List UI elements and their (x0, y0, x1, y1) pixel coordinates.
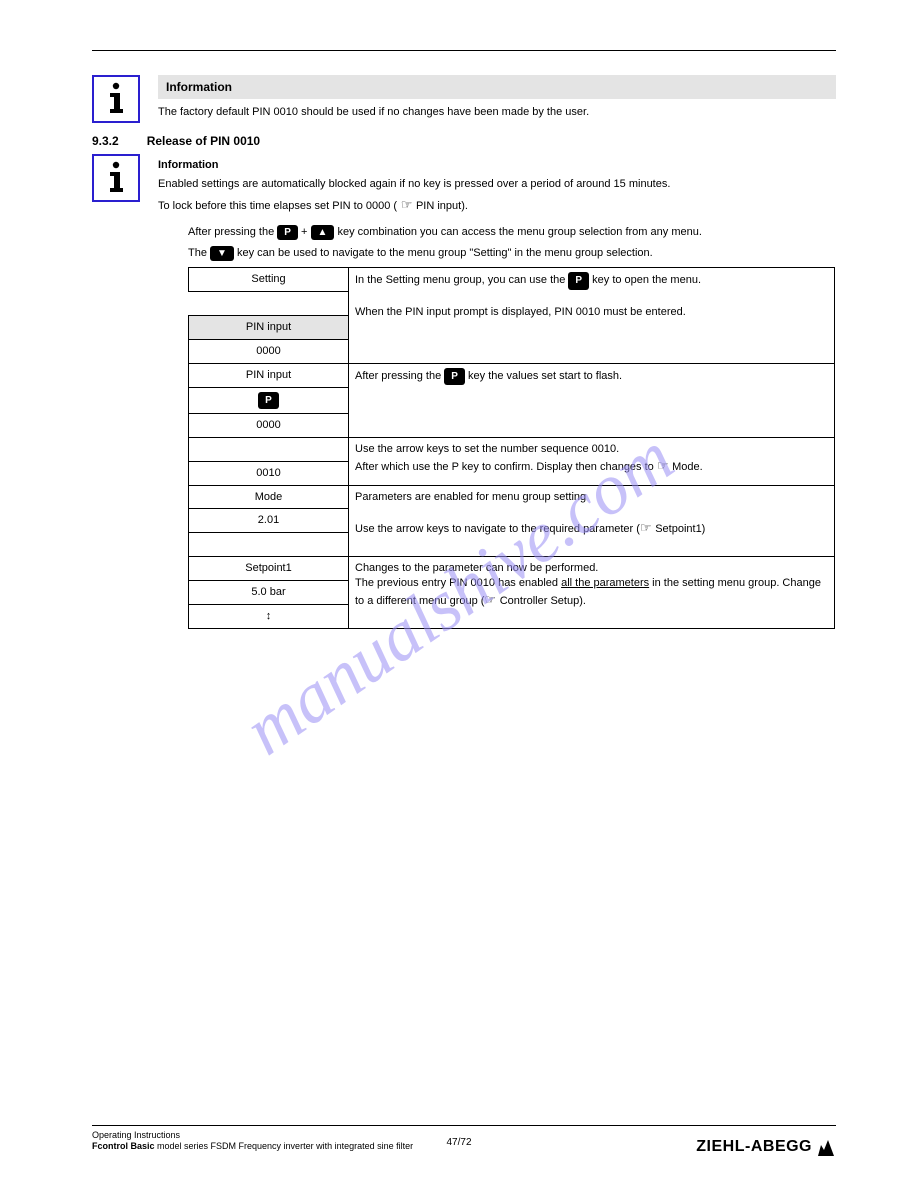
key-p: P (444, 368, 465, 386)
table-row: PIN input After pressing the P key the v… (189, 363, 835, 387)
cell-left: 0010 (189, 461, 349, 485)
cell-left: ↕ (189, 604, 349, 628)
cell-left: PIN input (189, 363, 349, 387)
page-content: Information The factory default PIN 0010… (92, 50, 836, 629)
info-text: The factory default PIN 0010 should be u… (158, 105, 836, 120)
key-p: P (277, 225, 298, 240)
key-p: P (568, 272, 589, 290)
cell-left-shaded: PIN input (189, 316, 349, 340)
info-text-2: To lock before this time elapses set PIN… (158, 196, 836, 214)
table-row: Mode Parameters are enabled for menu gro… (189, 485, 835, 509)
key-up: ▲ (311, 225, 335, 240)
table-row: Use the arrow keys to set the number seq… (189, 437, 835, 461)
cell-left: Setting (189, 268, 349, 292)
info-icon (92, 154, 140, 202)
cell-right: Changes to the parameter can now be perf… (349, 557, 835, 629)
steps-block: After pressing the P + ▲ key combination… (188, 225, 836, 628)
top-rule (92, 50, 836, 51)
cell-right: Use the arrow keys to set the number seq… (349, 437, 835, 485)
cell-left: 2.01 (189, 509, 349, 533)
table-row: Setpoint1 Changes to the parameter can n… (189, 557, 835, 581)
section-heading: 9.3.2 Release of PIN 0010 (92, 134, 836, 148)
cell-right: After pressing the P key the values set … (349, 363, 835, 437)
pointer-icon: ☞ (657, 458, 672, 473)
table-row: Setting In the Setting menu group, you c… (189, 268, 835, 292)
cell-left: Setpoint1 (189, 557, 349, 581)
key-down: ▼ (210, 246, 234, 261)
bottom-rule (92, 1125, 836, 1126)
cell-right: Parameters are enabled for menu group se… (349, 485, 835, 557)
cell-empty (189, 533, 349, 557)
info-icon (92, 75, 140, 123)
info-heading: Information (158, 75, 836, 99)
info-block-2: Information Enabled settings are automat… (92, 154, 836, 218)
cell-left: 0000 (189, 414, 349, 438)
cell-left: 5.0 bar (189, 581, 349, 605)
info-block-1: Information The factory default PIN 0010… (92, 75, 836, 124)
cell-right: In the Setting menu group, you can use t… (349, 268, 835, 363)
pointer-icon: ☞ (397, 197, 416, 212)
footer-brand: ZIEHL-ABEGG (696, 1136, 836, 1158)
cell-left: 0000 (189, 339, 349, 363)
section-number: 9.3.2 (92, 134, 119, 148)
settings-table: Setting In the Setting menu group, you c… (188, 267, 835, 628)
pointer-icon: ☞ (640, 520, 655, 535)
pointer-icon: ☞ (484, 592, 499, 607)
cell-empty (189, 437, 349, 461)
key-p: P (258, 392, 279, 410)
info-text-1: Enabled settings are automatically block… (158, 177, 836, 192)
step-1: After pressing the P + ▲ key combination… (188, 225, 836, 240)
step-2: The ▼ key can be used to navigate to the… (188, 246, 836, 261)
cell-left: Mode (189, 485, 349, 509)
cell-left: P (189, 387, 349, 414)
section-title: Release of PIN 0010 (147, 134, 260, 148)
brand-logo-icon (816, 1136, 836, 1158)
info-heading: Information (158, 154, 836, 173)
cell-empty (189, 292, 349, 316)
